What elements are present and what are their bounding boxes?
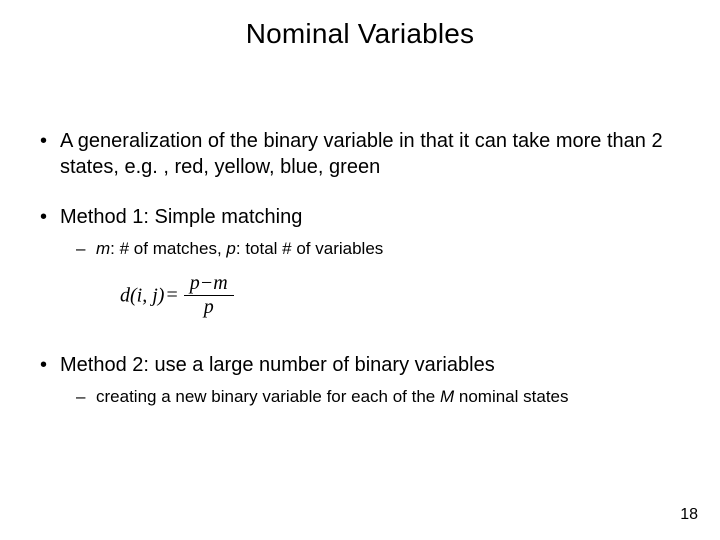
sub-bullet-create: creating a new binary variable for each … bbox=[76, 386, 692, 409]
bullet-list: A generalization of the binary variable … bbox=[38, 128, 692, 409]
bullet-method1: Method 1: Simple matching m: # of matche… bbox=[38, 204, 692, 318]
slide: Nominal Variables A generalization of th… bbox=[0, 0, 720, 540]
denominator: p bbox=[184, 296, 234, 318]
text-segment: : # of matches, bbox=[110, 239, 226, 258]
sub-bullet-mp: m: # of matches, p: total # of variables bbox=[76, 238, 692, 261]
bullet-generalization: A generalization of the binary variable … bbox=[38, 128, 692, 180]
slide-body: A generalization of the binary variable … bbox=[0, 128, 720, 409]
bullet-text: A generalization of the binary variable … bbox=[60, 130, 663, 178]
var-M: M bbox=[440, 387, 454, 406]
var-m: m bbox=[96, 239, 110, 258]
num-minus: − bbox=[200, 272, 214, 294]
text-segment: : total # of variables bbox=[236, 239, 383, 258]
slide-title: Nominal Variables bbox=[0, 0, 720, 50]
text-segment: creating a new binary variable for each … bbox=[96, 387, 440, 406]
bullet-method2: Method 2: use a large number of binary v… bbox=[38, 352, 692, 409]
sub-list: m: # of matches, p: total # of variables bbox=[76, 238, 692, 261]
bullet-text: Method 2: use a large number of binary v… bbox=[60, 354, 495, 376]
text-segment: nominal states bbox=[454, 387, 568, 406]
formula-block: d(i, j)= p−m p bbox=[120, 273, 692, 318]
formula-row: d(i, j)= p−m p bbox=[120, 273, 234, 318]
var-p: p bbox=[226, 239, 235, 258]
numerator: p−m bbox=[184, 273, 234, 296]
sub-list: creating a new binary variable for each … bbox=[76, 386, 692, 409]
formula-lhs: d(i, j) bbox=[120, 284, 164, 306]
page-number: 18 bbox=[680, 506, 698, 524]
bullet-text: Method 1: Simple matching bbox=[60, 206, 302, 228]
num-m: m bbox=[213, 272, 227, 294]
num-p: p bbox=[190, 272, 200, 294]
equals-sign: = bbox=[164, 284, 179, 306]
fraction: p−m p bbox=[184, 273, 234, 318]
